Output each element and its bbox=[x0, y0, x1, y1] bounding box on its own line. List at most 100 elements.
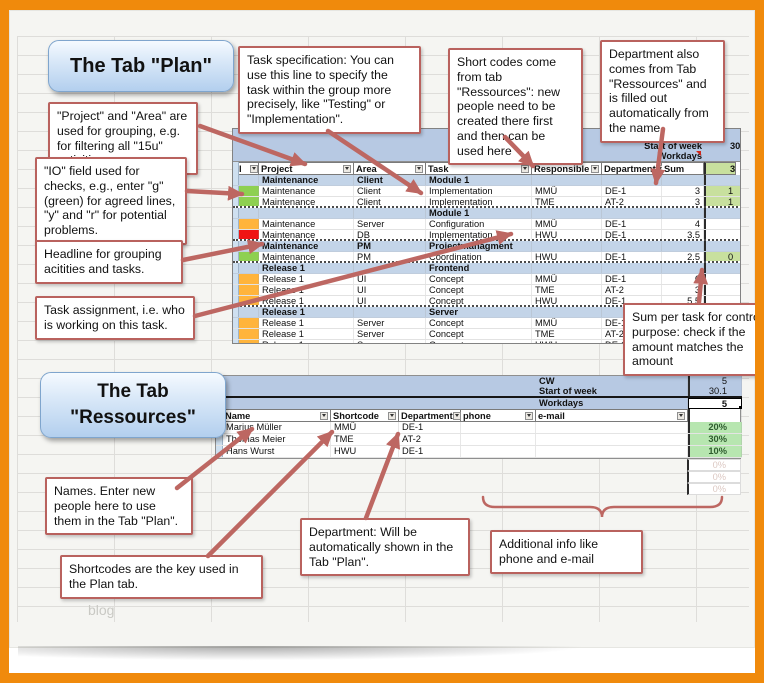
plan-row: Module 1 bbox=[233, 208, 740, 219]
column-header-email: e-mail bbox=[536, 409, 688, 422]
sum-cell bbox=[662, 175, 704, 185]
shortcode-cell: MMÜ bbox=[331, 422, 399, 433]
responsible-cell bbox=[532, 241, 602, 251]
column-header-area: Area bbox=[354, 162, 426, 175]
io-status-cell bbox=[239, 285, 259, 295]
cw-label: CW bbox=[536, 376, 688, 386]
filter-dropdown-icon[interactable] bbox=[343, 164, 351, 173]
row-gutter bbox=[233, 208, 239, 218]
filter-dropdown-icon[interactable] bbox=[525, 411, 533, 420]
area-cell: DB bbox=[354, 230, 426, 239]
task-cell: Configuration bbox=[426, 219, 532, 229]
filter-dropdown-icon[interactable] bbox=[388, 411, 396, 420]
filter-dropdown-icon[interactable] bbox=[320, 411, 328, 420]
filter-dropdown-icon[interactable] bbox=[591, 164, 599, 173]
responsible-cell bbox=[532, 263, 602, 273]
sum-cell: 3 bbox=[662, 186, 704, 196]
callout-names: Names. Enter new people here to use them… bbox=[45, 477, 193, 536]
capacity-percent-cell: 20% bbox=[688, 422, 742, 433]
zero-percent-cell: 0% bbox=[687, 483, 741, 495]
capacity-percent-cell: 30% bbox=[688, 434, 742, 445]
sum-cell: 3 bbox=[662, 285, 704, 295]
responsible-cell: TME bbox=[532, 329, 602, 339]
responsible-cell: MMÜ bbox=[532, 318, 602, 328]
filter-dropdown-icon[interactable] bbox=[452, 411, 461, 420]
task-cell: Implementation bbox=[426, 230, 532, 239]
task-cell: Concept bbox=[426, 329, 532, 339]
io-status-cell bbox=[239, 186, 259, 196]
start-of-week-value: 30.1 bbox=[730, 141, 741, 151]
io-status-cell bbox=[239, 219, 259, 229]
name-cell: Thomas Meier bbox=[223, 434, 331, 445]
project-cell: Maintenance bbox=[259, 219, 354, 229]
column-header-phone: phone bbox=[461, 409, 536, 422]
project-cell: Maintenance bbox=[259, 241, 354, 251]
responsible-cell: HWU bbox=[532, 340, 602, 343]
responsible-cell bbox=[532, 208, 602, 218]
department-cell: AT-2 bbox=[399, 434, 461, 445]
plan-row: Maintenance PM Coordination HWU DE-1 2.5… bbox=[233, 252, 740, 263]
plan-row: Maintenance Server Configuration MMÜ DE-… bbox=[233, 219, 740, 230]
start-of-week-label: Start of week bbox=[644, 140, 702, 151]
empty-row: 0% bbox=[215, 459, 741, 471]
department-cell: DE-1 bbox=[602, 230, 662, 239]
callout-department-shown: Department: Will be automatically shown … bbox=[300, 518, 470, 577]
row-gutter bbox=[233, 329, 239, 339]
week-column-header-cell: 3 bbox=[704, 162, 737, 175]
plan-row: Maintenance Client Implementation MMÜ DE… bbox=[233, 186, 740, 197]
capacity-percent-cell: 10% bbox=[688, 446, 742, 457]
week-value-cell bbox=[704, 274, 740, 284]
filter-dropdown-icon[interactable] bbox=[415, 164, 423, 173]
comment-marker bbox=[696, 151, 701, 156]
area-cell bbox=[354, 263, 426, 273]
blog-watermark: blog bbox=[88, 602, 115, 618]
task-cell: Concept bbox=[426, 285, 532, 295]
row-gutter bbox=[233, 162, 239, 175]
responsible-cell: MMÜ bbox=[532, 186, 602, 196]
name-cell: Hans Wurst bbox=[223, 446, 331, 457]
plan-row: Maintenance Client Module 1 bbox=[233, 175, 740, 186]
callout-shortcodes-key: Shortcodes are the key used in the Plan … bbox=[60, 555, 263, 599]
project-cell: Release 1 bbox=[259, 340, 354, 343]
responsible-cell: TME bbox=[532, 197, 602, 206]
project-cell: Maintenance bbox=[259, 175, 354, 185]
week-value-cell bbox=[704, 263, 740, 273]
area-cell bbox=[354, 307, 426, 317]
area-cell: Server bbox=[354, 318, 426, 328]
area-cell: Server bbox=[354, 340, 426, 343]
io-status-cell bbox=[239, 329, 259, 339]
project-cell: Release 1 bbox=[259, 318, 354, 328]
row-gutter bbox=[233, 175, 239, 185]
task-cell: Concept bbox=[426, 274, 532, 284]
task-cell: Frontend bbox=[426, 263, 532, 273]
task-cell: Implementation bbox=[426, 197, 532, 206]
callout-short-codes: Short codes come from tab "Ressources": … bbox=[448, 48, 583, 166]
area-cell bbox=[354, 208, 426, 218]
task-cell: Coordination bbox=[426, 252, 532, 261]
department-cell bbox=[602, 208, 662, 218]
io-status-cell bbox=[239, 340, 259, 343]
workdays-label: Workdays bbox=[657, 151, 702, 161]
filter-dropdown-icon[interactable] bbox=[521, 164, 529, 173]
column-header-name: Name bbox=[223, 409, 331, 422]
workdays-selected-cell[interactable]: 5 bbox=[688, 398, 742, 409]
responsible-cell: HWU bbox=[532, 252, 602, 261]
plan-row: Release 1 Server Concept TME AT-2 bbox=[233, 329, 740, 340]
project-cell bbox=[259, 208, 354, 218]
department-cell: DE-1 bbox=[602, 252, 662, 261]
area-cell: UI bbox=[354, 274, 426, 284]
io-status-cell bbox=[239, 197, 259, 206]
phone-cell bbox=[461, 446, 536, 457]
sum-cell: 4 bbox=[662, 219, 704, 229]
filter-dropdown-icon[interactable] bbox=[250, 164, 258, 173]
sum-cell: 6 bbox=[662, 274, 704, 284]
sum-cell: 3 bbox=[662, 197, 704, 206]
column-header-project: Project bbox=[259, 162, 354, 175]
filter-dropdown-icon[interactable] bbox=[677, 411, 685, 420]
zero-percent-cell: 0% bbox=[687, 459, 741, 471]
ressource-row: Hans Wurst HWU DE-1 10% bbox=[216, 446, 742, 458]
task-cell: Implementation bbox=[426, 186, 532, 196]
row-gutter bbox=[216, 446, 223, 457]
io-status-cell bbox=[239, 307, 259, 317]
